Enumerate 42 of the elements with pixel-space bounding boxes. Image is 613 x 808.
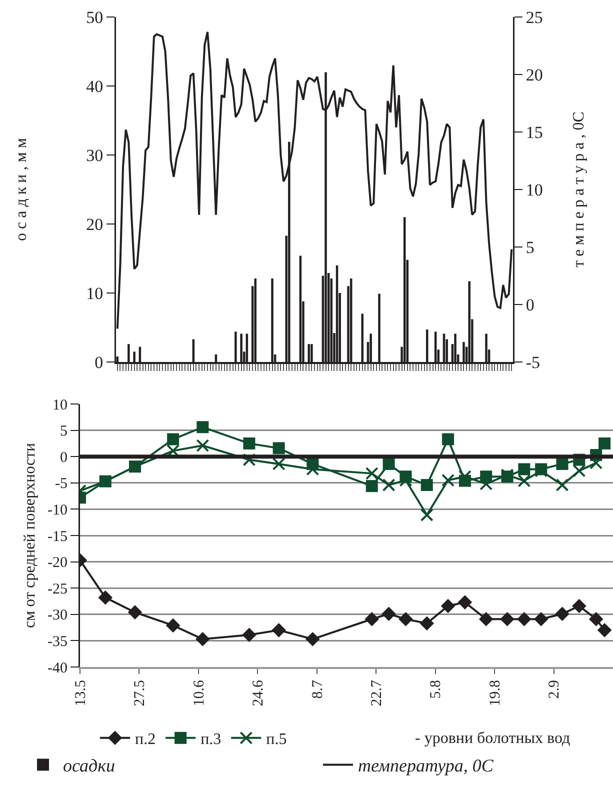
legend-label: п.3: [200, 731, 222, 748]
x-tick-label: 13.5: [72, 680, 89, 706]
text: - уровни болотных вод: [415, 730, 570, 747]
y-tick-label: -5: [55, 476, 68, 492]
y-tick-label: -35: [48, 634, 68, 650]
y-tick-label: 30: [86, 146, 104, 165]
y-tick-label: -40: [48, 660, 68, 676]
y-tick-label: -10: [48, 502, 68, 518]
y2-tick-label: -5: [526, 352, 540, 372]
x-tick-label: 10.6: [191, 680, 208, 706]
x-tick-label: 19.8: [487, 680, 504, 706]
y-tick-label: -15: [48, 528, 68, 545]
y-tick-label: 50: [86, 8, 104, 27]
y-tick-label: 20: [86, 214, 104, 234]
y-tick-label: 5: [60, 424, 68, 440]
legend-label: температура, 0С: [358, 756, 494, 776]
x-tick-label: 2.9: [546, 680, 563, 699]
y2-tick-label: 0: [526, 295, 534, 314]
y-tick-label: -30: [48, 608, 68, 624]
y2-tick-label: 10: [526, 180, 543, 200]
y-tick-label: 40: [86, 76, 104, 96]
y-tick-label: -20: [48, 555, 68, 572]
y-tick-label: 0: [60, 450, 68, 466]
y-axis-title: см от средней поверхности: [22, 442, 39, 628]
y2-tick-label: 25: [526, 8, 543, 27]
y2-tick-label: 5: [526, 238, 534, 257]
legend-label: п.2: [135, 731, 156, 748]
y2-axis-title: т е м п е р а т у р а , 0С: [570, 112, 588, 268]
y2-tick-label: 15: [526, 122, 543, 142]
x-tick-label: 22.7: [368, 680, 385, 706]
y2-tick-label: 20: [526, 65, 543, 84]
x-tick-label: 8.7: [310, 680, 326, 699]
x-tick-label: 24.6: [250, 680, 267, 706]
y-tick-label: 10: [86, 284, 104, 303]
x-tick-label: 5.8: [428, 680, 444, 699]
y-tick-label: 10: [52, 397, 68, 414]
y-tick-label: 0: [94, 352, 104, 372]
legend-label: осадки: [63, 756, 116, 776]
y-axis-title: о с а д к и , м м: [13, 138, 30, 241]
legend-label: п.5: [266, 731, 287, 748]
x-tick-label: 27.5: [132, 680, 148, 706]
y-tick-label: -25: [48, 581, 68, 598]
